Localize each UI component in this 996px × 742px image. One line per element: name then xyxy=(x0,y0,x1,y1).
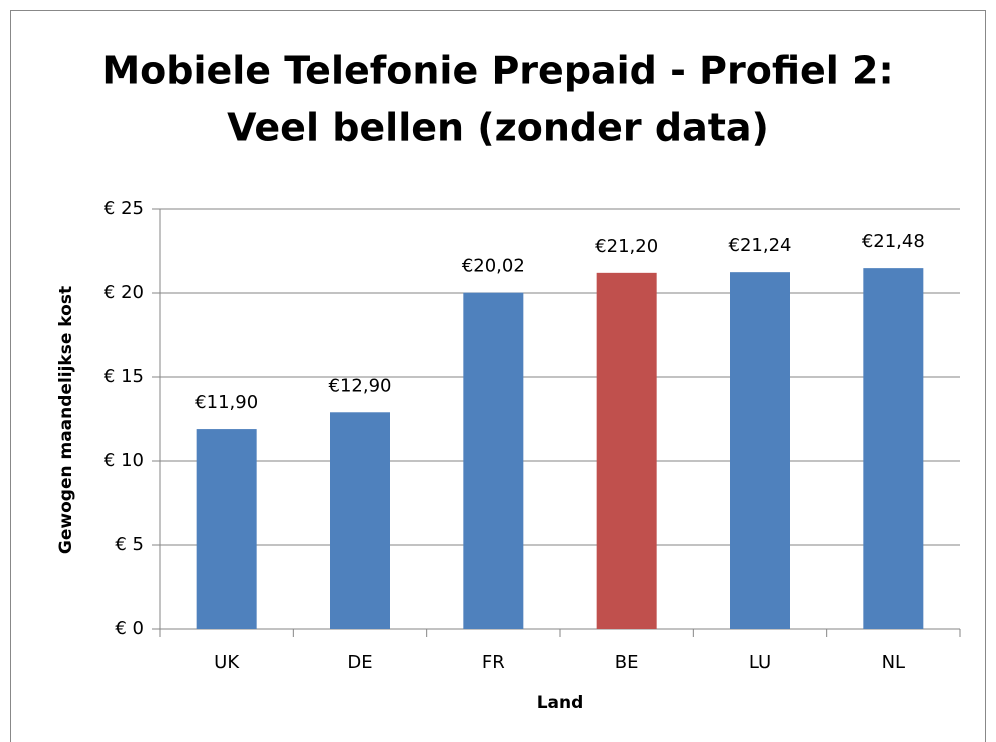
data-label: €20,02 xyxy=(462,256,525,277)
bar xyxy=(463,292,524,629)
y-tick-label: € 5 xyxy=(115,534,144,555)
x-tick-label: NL xyxy=(882,652,906,673)
bar xyxy=(730,272,790,629)
data-label: €12,90 xyxy=(329,375,392,396)
x-tick-label: UK xyxy=(214,652,240,673)
chart-title: Mobiele Telefonie Prepaid - Profiel 2: xyxy=(102,49,893,93)
y-tick-label: € 0 xyxy=(115,618,144,639)
data-label: €11,90 xyxy=(195,392,258,413)
y-tick-label: € 10 xyxy=(104,450,144,471)
bar xyxy=(330,412,390,629)
bar xyxy=(596,272,657,629)
bar xyxy=(863,268,924,629)
y-tick-label: € 25 xyxy=(104,198,144,219)
x-tick-label: FR xyxy=(482,652,505,673)
y-tick-label: € 15 xyxy=(104,366,144,387)
x-tick-label: DE xyxy=(347,652,372,673)
x-tick-label: BE xyxy=(615,652,639,673)
data-label: €21,20 xyxy=(595,236,658,257)
y-tick-label: € 20 xyxy=(104,282,144,303)
x-tick-label: LU xyxy=(749,652,771,673)
chart-title: Veel bellen (zonder data) xyxy=(227,106,769,150)
x-axis-title: Land xyxy=(537,693,584,713)
data-label: €21,48 xyxy=(862,231,925,252)
data-label: €21,24 xyxy=(729,235,792,256)
bar xyxy=(196,429,257,629)
y-axis-title: Gewogen maandelijkse kost xyxy=(56,286,76,554)
